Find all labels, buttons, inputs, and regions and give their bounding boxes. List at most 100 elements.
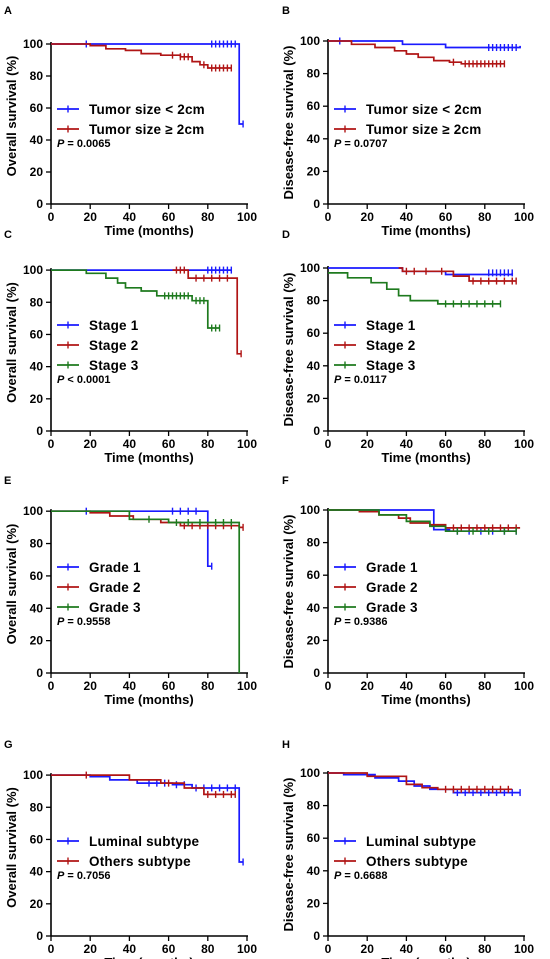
legend-label: Tumor size ≥ 2cm bbox=[89, 122, 204, 137]
y-tick-label: 100 bbox=[23, 263, 43, 277]
y-tick-label: 80 bbox=[307, 536, 321, 550]
panel-b: B 0 20 40 60 80 100 0 20 40 60 80 100 Time (months) Di… bbox=[281, 5, 534, 238]
legend-label: Grade 2 bbox=[366, 580, 418, 595]
legend-label: Grade 1 bbox=[89, 560, 141, 575]
x-tick-label: 60 bbox=[439, 210, 453, 224]
x-tick-label: 0 bbox=[325, 679, 332, 693]
x-tick-label: 80 bbox=[478, 679, 492, 693]
x-tick-label: 60 bbox=[162, 679, 176, 693]
y-tick-label: 60 bbox=[307, 326, 321, 340]
y-tick-label: 60 bbox=[307, 568, 321, 582]
x-tick-label: 60 bbox=[162, 942, 176, 956]
legend-label: Stage 1 bbox=[366, 318, 416, 333]
x-tick-label: 100 bbox=[237, 210, 257, 224]
survival-curve-2 bbox=[398, 267, 517, 282]
x-tick-label: 40 bbox=[400, 679, 414, 693]
legend-label: Tumor size < 2cm bbox=[89, 102, 205, 117]
p-symbol: P bbox=[57, 870, 65, 882]
legend-label: Tumor size ≥ 2cm bbox=[366, 122, 481, 137]
x-tick-label: 40 bbox=[123, 679, 137, 693]
survival-curve-3 bbox=[328, 272, 501, 305]
y-tick-label: 80 bbox=[30, 537, 44, 551]
y-tick-label: 0 bbox=[36, 929, 43, 943]
y-tick-label: 20 bbox=[307, 896, 321, 910]
x-tick-label: 20 bbox=[84, 437, 98, 451]
survival-curve-1 bbox=[51, 774, 244, 863]
x-tick-label: 40 bbox=[400, 210, 414, 224]
survival-curve-3 bbox=[51, 269, 220, 329]
panel-d: D 0 20 40 60 80 100 0 20 40 60 80 100 Time (months) Di… bbox=[281, 229, 534, 465]
x-tick-label: 80 bbox=[478, 942, 492, 956]
panel-e: E 0 20 40 60 80 100 0 20 40 60 80 100 Time (months) Ov… bbox=[4, 475, 257, 707]
x-tick-label: 0 bbox=[48, 437, 55, 451]
y-axis-title: Disease-free survival (%) bbox=[281, 778, 296, 932]
x-tick-label: 80 bbox=[201, 437, 215, 451]
p-symbol: P bbox=[57, 374, 65, 386]
p-value-number: < 0.0001 bbox=[64, 374, 110, 386]
y-tick-label: 80 bbox=[307, 294, 321, 308]
p-value: P = 0.9386 bbox=[334, 616, 388, 628]
legend-label: Grade 3 bbox=[366, 600, 418, 615]
p-value: P = 0.0065 bbox=[57, 138, 111, 150]
survival-curve-2 bbox=[328, 40, 505, 65]
x-tick-label: 20 bbox=[361, 679, 375, 693]
p-value: P = 0.9558 bbox=[57, 616, 111, 628]
x-tick-label: 20 bbox=[361, 210, 375, 224]
x-tick-label: 20 bbox=[84, 210, 98, 224]
y-tick-label: 20 bbox=[307, 391, 321, 405]
y-tick-label: 20 bbox=[307, 164, 321, 178]
y-tick-label: 0 bbox=[36, 424, 43, 438]
p-value-number: = 0.6688 bbox=[341, 870, 387, 882]
p-value-number: = 0.9386 bbox=[341, 616, 387, 628]
y-tick-label: 100 bbox=[300, 34, 320, 48]
x-tick-label: 40 bbox=[400, 942, 414, 956]
x-tick-label: 40 bbox=[400, 437, 414, 451]
legend-label: Others subtype bbox=[89, 854, 191, 869]
p-symbol: P bbox=[334, 374, 342, 386]
panel-letter: G bbox=[4, 739, 13, 751]
legend-label: Stage 3 bbox=[366, 358, 416, 373]
p-value: P = 0.7056 bbox=[57, 870, 111, 882]
y-tick-label: 0 bbox=[36, 197, 43, 211]
panel-h: H 0 20 40 60 80 100 0 20 40 60 80 100 Time (months) Di… bbox=[281, 739, 534, 959]
y-axis-title: Overall survival (%) bbox=[4, 787, 19, 908]
panel-g: G 0 20 40 60 80 100 0 20 40 60 80 100 Time (months) Ov… bbox=[4, 739, 257, 959]
y-axis-title: Overall survival (%) bbox=[4, 282, 19, 403]
y-tick-label: 100 bbox=[300, 261, 320, 275]
legend-label: Grade 3 bbox=[89, 600, 141, 615]
panel-letter: B bbox=[282, 5, 290, 17]
y-tick-label: 60 bbox=[30, 101, 44, 115]
x-tick-label: 40 bbox=[123, 210, 137, 224]
x-tick-label: 60 bbox=[439, 437, 453, 451]
y-tick-label: 100 bbox=[23, 504, 43, 518]
y-tick-label: 80 bbox=[30, 69, 44, 83]
y-tick-label: 40 bbox=[307, 601, 321, 615]
p-value: P < 0.0001 bbox=[57, 374, 111, 386]
y-axis-title: Overall survival (%) bbox=[4, 524, 19, 645]
y-tick-label: 100 bbox=[300, 503, 320, 517]
p-value: P = 0.0117 bbox=[334, 374, 387, 386]
legend-label: Tumor size < 2cm bbox=[366, 102, 482, 117]
x-tick-label: 80 bbox=[201, 210, 215, 224]
legend-label: Grade 2 bbox=[89, 580, 141, 595]
legend-label: Grade 1 bbox=[366, 560, 418, 575]
y-tick-label: 20 bbox=[30, 392, 44, 406]
panel-letter: E bbox=[4, 475, 11, 487]
panel-f: F 0 20 40 60 80 100 0 20 40 60 80 100 Time (months) Di… bbox=[281, 475, 534, 707]
y-tick-label: 60 bbox=[307, 99, 321, 113]
x-tick-label: 100 bbox=[514, 437, 534, 451]
y-tick-label: 40 bbox=[307, 864, 321, 878]
x-tick-label: 20 bbox=[84, 942, 98, 956]
y-tick-label: 40 bbox=[30, 601, 44, 615]
p-symbol: P bbox=[334, 138, 342, 150]
y-axis-title: Disease-free survival (%) bbox=[281, 46, 296, 200]
x-tick-label: 80 bbox=[201, 679, 215, 693]
y-tick-label: 40 bbox=[307, 359, 321, 373]
y-axis-title: Overall survival (%) bbox=[4, 56, 19, 177]
y-tick-label: 20 bbox=[30, 165, 44, 179]
legend-label: Stage 1 bbox=[89, 318, 139, 333]
x-tick-label: 60 bbox=[162, 437, 176, 451]
survival-curve-2 bbox=[328, 509, 521, 529]
x-tick-label: 100 bbox=[237, 942, 257, 956]
